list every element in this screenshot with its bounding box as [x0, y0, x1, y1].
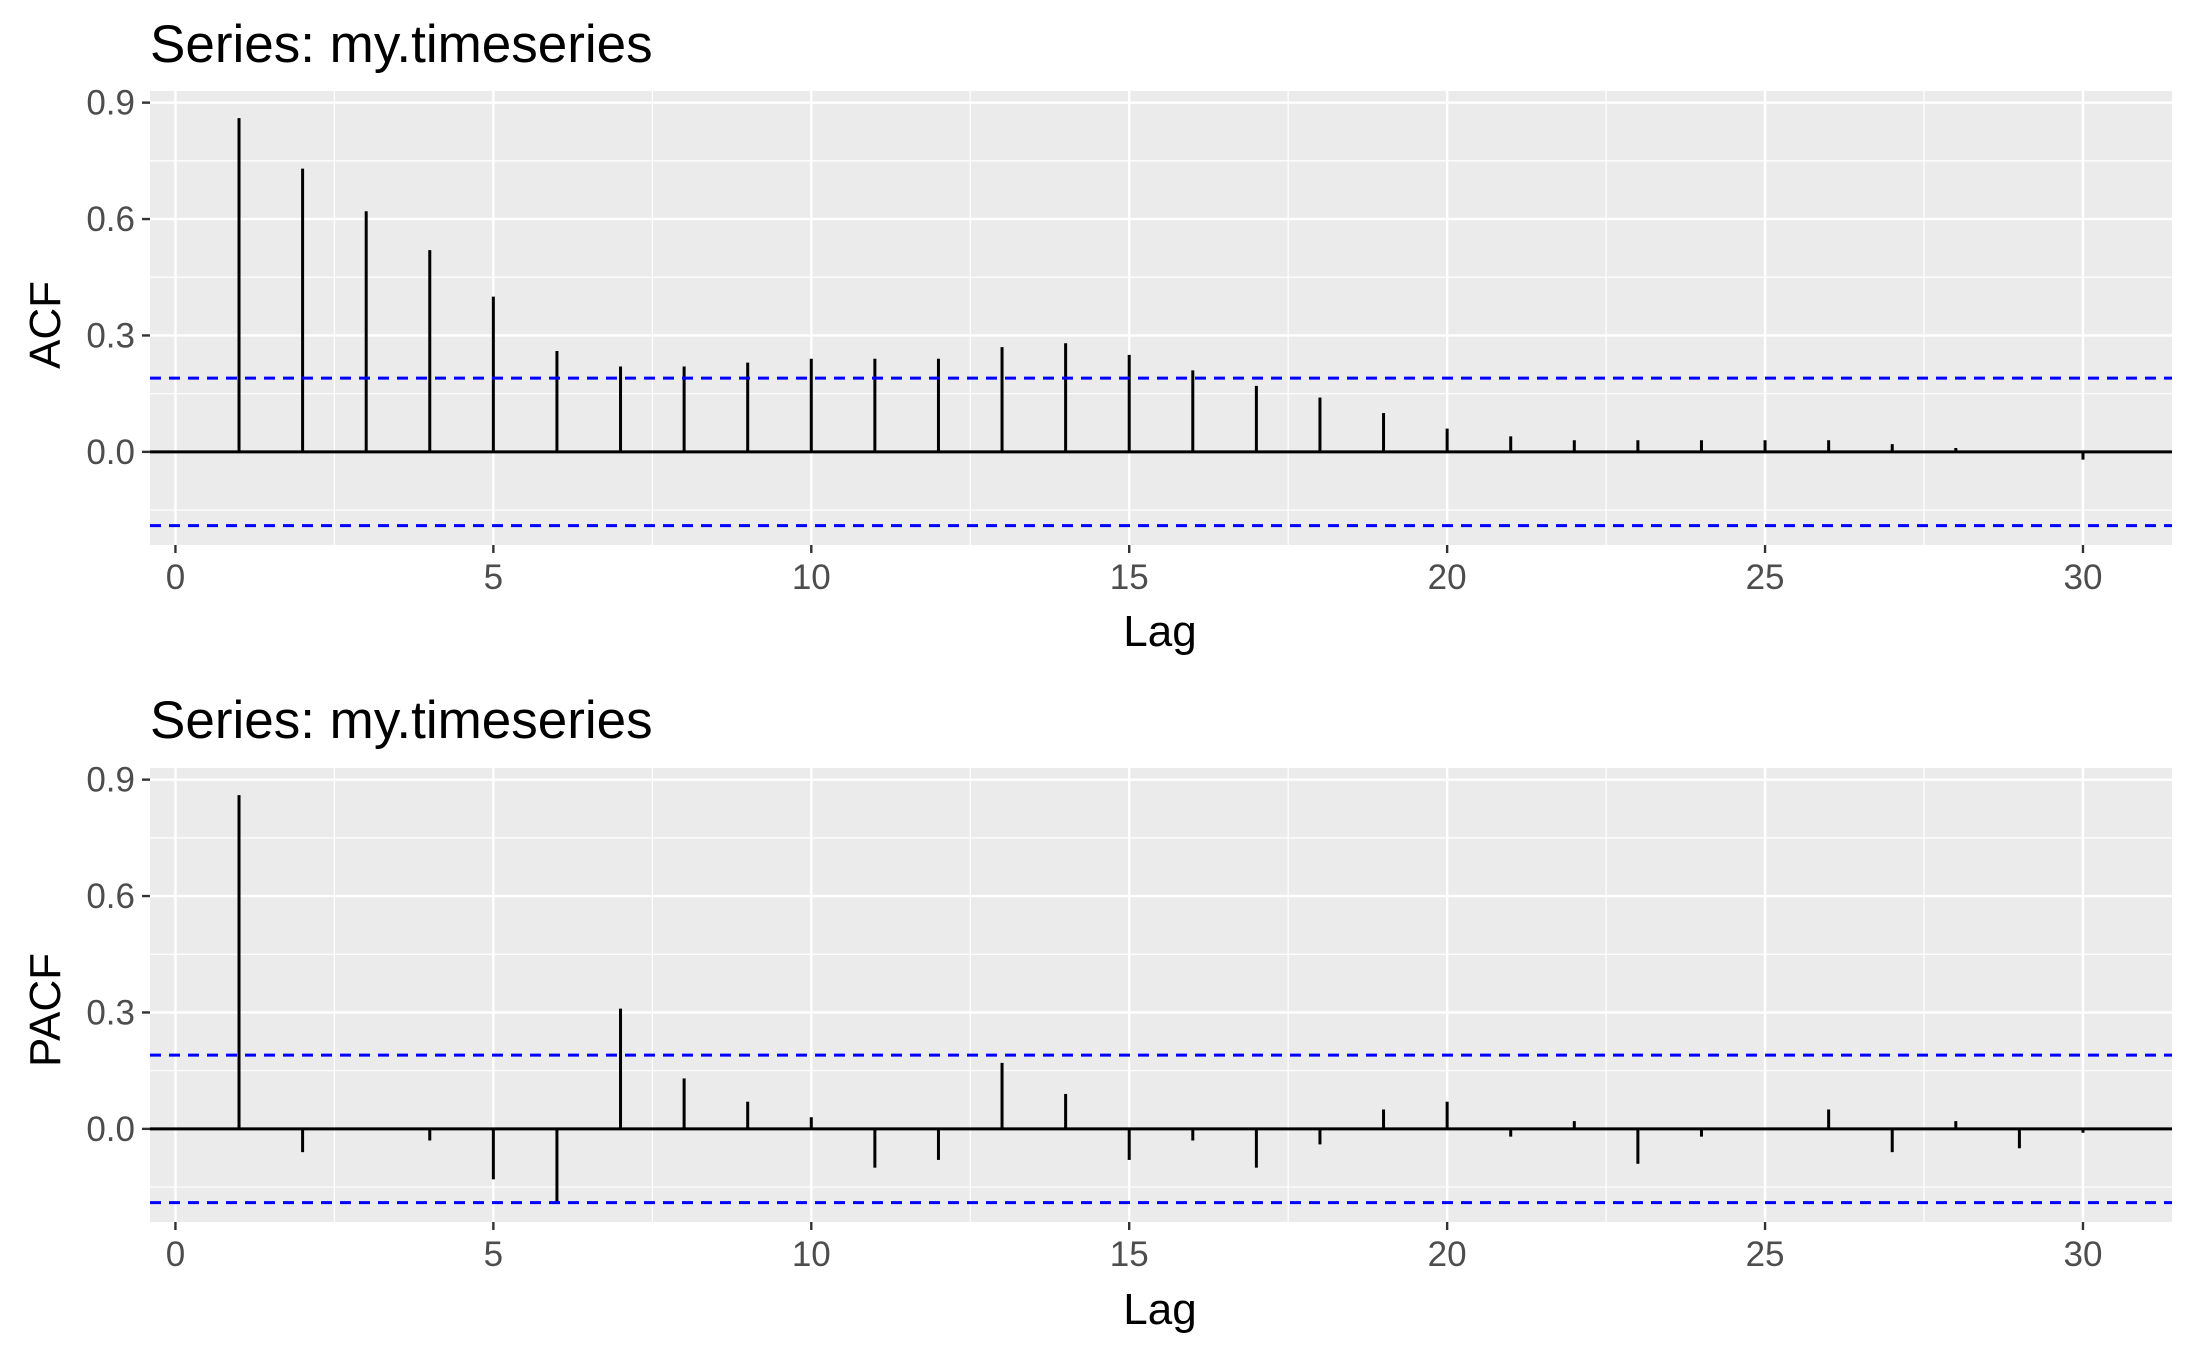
acf-x-axis: 0 5 10 15 20 25 30	[166, 545, 2103, 597]
acf-x-tick-label: 25	[1746, 558, 1785, 597]
pacf-y-tick-label: 0.6	[86, 877, 135, 916]
acf-x-tick-label: 15	[1110, 558, 1149, 597]
acf-chart-title: Series: my.timeseries	[150, 15, 653, 74]
pacf-chart-title: Series: my.timeseries	[150, 691, 653, 750]
pacf-y-tick-label: 0.3	[86, 993, 135, 1032]
pacf-x-tick-label: 15	[1110, 1235, 1149, 1274]
acf-y-tick-label: 0.6	[86, 200, 135, 239]
pacf-x-axis: 0 5 10 15 20 25 30	[166, 1222, 2103, 1274]
pacf-x-tick-label: 20	[1428, 1235, 1467, 1274]
pacf-x-tick-label: 0	[166, 1235, 185, 1274]
pacf-chart: Series: my.timeseries 0.0 0.3 0.6 0.9 0 5 10 1…	[21, 691, 2172, 1334]
acf-x-tick-label: 5	[484, 558, 503, 597]
acf-minor-gridlines	[150, 91, 2172, 545]
acf-x-tick-label: 30	[2064, 558, 2103, 597]
acf-y-axis-title: ACF	[21, 281, 70, 369]
acf-x-tick-label: 0	[166, 558, 185, 597]
pacf-y-axis: 0.0 0.3 0.6 0.9	[86, 761, 150, 1149]
pacf-x-tick-label: 25	[1746, 1235, 1785, 1274]
pacf-y-tick-label: 0.9	[86, 761, 135, 800]
acf-x-tick-label: 10	[792, 558, 831, 597]
pacf-bars	[237, 795, 2085, 1203]
pacf-plot-panel	[150, 768, 2172, 1222]
acf-y-tick-label: 0.9	[86, 84, 135, 123]
pacf-x-tick-label: 10	[792, 1235, 831, 1274]
acf-y-axis: 0.0 0.3 0.6 0.9	[86, 84, 150, 472]
acf-x-axis-title: Lag	[1123, 607, 1196, 656]
pacf-x-axis-title: Lag	[1123, 1285, 1196, 1334]
pacf-minor-gridlines	[150, 768, 2172, 1222]
pacf-x-tick-label: 5	[484, 1235, 503, 1274]
acf-y-tick-label: 0.0	[86, 433, 135, 472]
pacf-x-tick-label: 30	[2064, 1235, 2103, 1274]
acf-y-tick-label: 0.3	[86, 316, 135, 355]
pacf-y-tick-label: 0.0	[86, 1110, 135, 1149]
pacf-y-axis-title: PACF	[21, 953, 70, 1067]
acf-chart: Series: my.timeseries 0.0 0.3 0.6 0.9 0 5 10 1…	[21, 15, 2172, 656]
acf-bars	[237, 118, 2085, 460]
acf-x-tick-label: 20	[1428, 558, 1467, 597]
acf-plot-panel	[150, 91, 2172, 545]
